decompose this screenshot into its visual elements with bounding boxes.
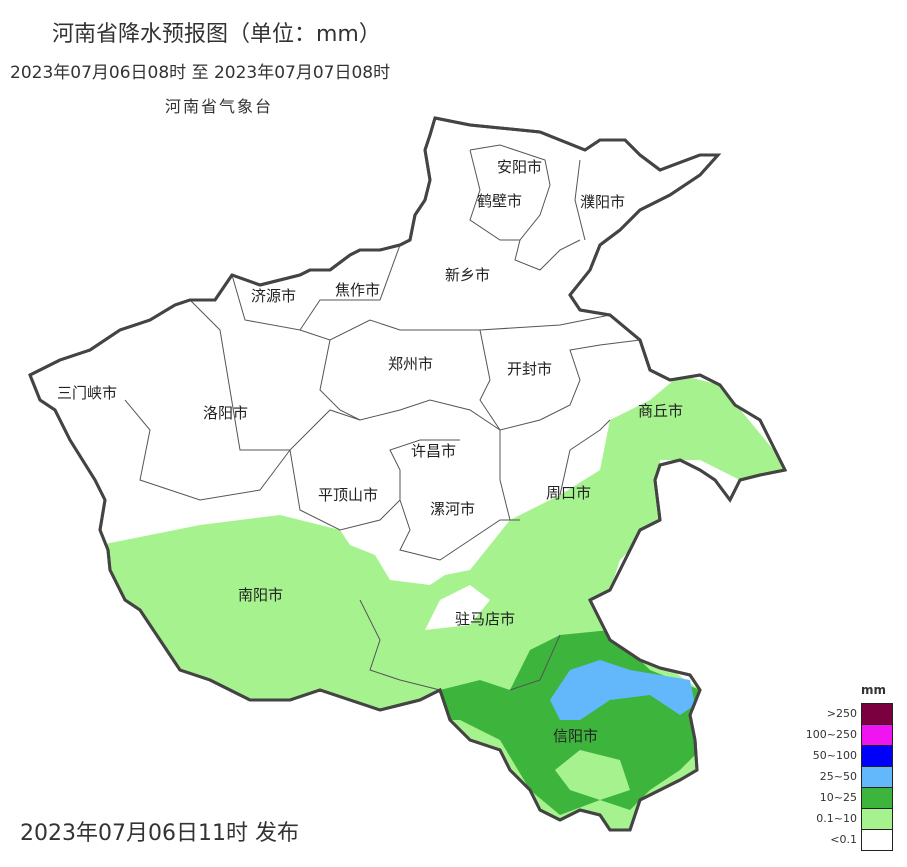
city-label: 周口市 xyxy=(546,484,591,502)
city-label: 驻马店市 xyxy=(455,610,515,628)
legend-item: 10~25 xyxy=(815,787,893,809)
legend-swatch xyxy=(861,724,893,746)
city-label: 信阳市 xyxy=(553,727,598,745)
legend-item: >250 xyxy=(815,703,893,725)
legend-swatch xyxy=(861,808,893,830)
legend-swatch xyxy=(861,745,893,767)
forecast-period: 2023年07月06日08时 至 2023年07月07日08时 xyxy=(10,63,391,83)
legend-label: <0.1 xyxy=(830,833,857,846)
agency-name: 河南省气象台 xyxy=(165,97,274,116)
rain-zone-25-50 xyxy=(550,660,695,720)
city-label: 洛阳市 xyxy=(203,404,248,422)
issue-time: 2023年07月06日11时 发布 xyxy=(20,821,299,846)
city-label: 新乡市 xyxy=(445,266,490,284)
legend-label: 25~50 xyxy=(819,770,857,783)
city-label: 商丘市 xyxy=(638,402,683,420)
city-label: 平顶山市 xyxy=(318,486,378,504)
legend-item: 0.1~10 xyxy=(815,808,893,830)
legend-label: 50~100 xyxy=(812,749,857,762)
city-label: 郑州市 xyxy=(388,355,433,373)
legend-unit: mm xyxy=(861,683,887,697)
city-label: 济源市 xyxy=(251,287,296,305)
legend-swatch xyxy=(861,766,893,788)
legend-swatch xyxy=(861,703,893,725)
city-label: 三门峡市 xyxy=(57,384,117,402)
city-labels: 安阳市 鹤壁市 濮阳市 新乡市 焦作市 济源市 郑州市 开封市 三门峡市 洛阳市… xyxy=(57,158,683,745)
legend-label: 100~250 xyxy=(805,728,857,741)
legend-item: 25~50 xyxy=(815,766,893,788)
city-label: 濮阳市 xyxy=(580,193,625,211)
city-label: 安阳市 xyxy=(497,158,542,176)
legend-swatch xyxy=(861,829,893,851)
city-boundaries xyxy=(124,144,641,691)
city-label: 开封市 xyxy=(507,360,552,378)
legend-item: 100~250 xyxy=(806,724,893,746)
legend-label: >250 xyxy=(826,707,857,720)
legend-swatch xyxy=(861,787,893,809)
legend-item: 50~100 xyxy=(812,745,893,767)
map-title: 河南省降水预报图（单位：mm） xyxy=(52,22,381,47)
legend-item: <0.1 xyxy=(815,829,893,851)
city-label: 许昌市 xyxy=(411,442,456,460)
city-label: 漯河市 xyxy=(430,500,475,518)
legend-label: 0.1~10 xyxy=(816,812,857,825)
city-label: 南阳市 xyxy=(238,586,283,604)
legend-label: 10~25 xyxy=(819,791,857,804)
city-label: 鹤壁市 xyxy=(477,192,522,210)
city-label: 焦作市 xyxy=(335,281,380,299)
rain-zone-below-0.1-hole xyxy=(425,585,490,630)
rain-zone-0.1-10-inner xyxy=(555,750,630,800)
